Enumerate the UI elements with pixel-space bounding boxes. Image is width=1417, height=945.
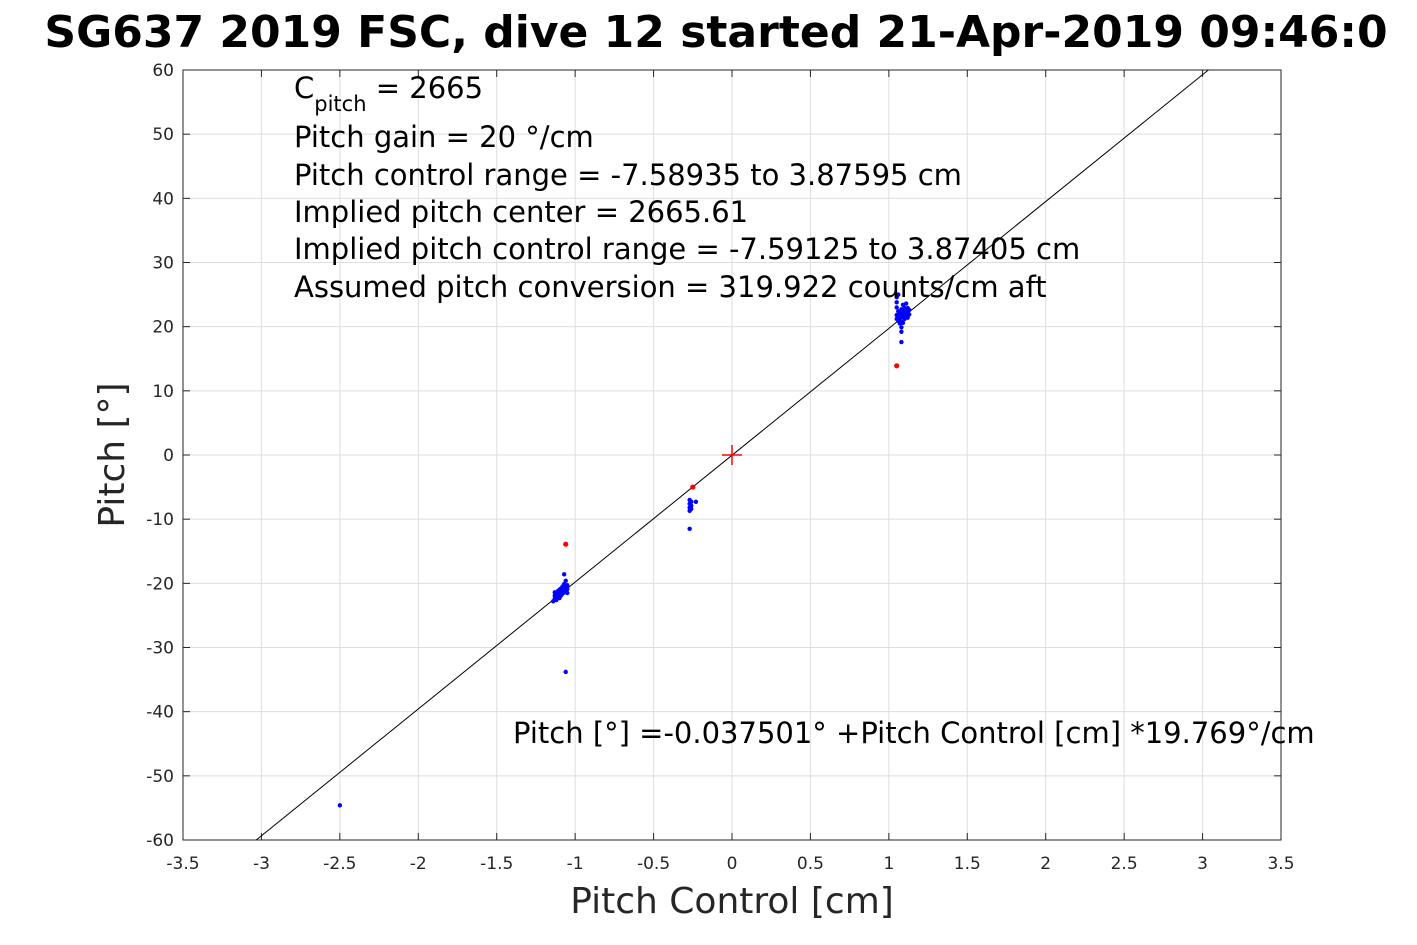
data-point-blue bbox=[907, 312, 912, 317]
y-tick-label: -10 bbox=[146, 510, 174, 530]
x-tick-label: -2 bbox=[410, 854, 427, 874]
data-point-blue bbox=[900, 320, 906, 326]
x-tick-label: 1 bbox=[883, 854, 894, 874]
y-tick-label: 20 bbox=[152, 318, 174, 338]
x-tick-label: 0.5 bbox=[797, 854, 824, 874]
data-point-blue bbox=[689, 499, 694, 505]
data-point-red bbox=[563, 541, 569, 547]
data-point-blue bbox=[689, 503, 694, 508]
data-points bbox=[337, 292, 912, 808]
y-axis-label: Pitch [°] bbox=[92, 382, 133, 527]
x-tick-label: 1.5 bbox=[954, 854, 981, 874]
x-tick-label: -0.5 bbox=[637, 854, 670, 874]
y-tick-label: -50 bbox=[146, 767, 174, 787]
cpitch-value: = 2665 bbox=[367, 71, 484, 105]
data-point-blue bbox=[565, 590, 570, 596]
data-point-blue bbox=[563, 578, 568, 583]
cpitch-base: C bbox=[294, 71, 314, 105]
x-tick-label: -2.5 bbox=[323, 854, 356, 874]
data-point-blue bbox=[337, 803, 343, 808]
implied-pitch-center-annotation: Implied pitch center = 2665.61 bbox=[294, 195, 748, 229]
data-point-blue bbox=[894, 300, 899, 305]
cpitch-annotation: Cpitch = 2665 bbox=[294, 71, 483, 116]
implied-pitch-control-range-annotation: Implied pitch control range = -7.59125 t… bbox=[294, 232, 1080, 266]
y-tick-label: 10 bbox=[152, 382, 174, 402]
data-point-blue bbox=[899, 325, 904, 330]
data-point-red bbox=[690, 484, 696, 490]
data-point-blue bbox=[896, 292, 901, 297]
data-point-blue bbox=[693, 499, 699, 505]
x-axis-label: Pitch Control [cm] bbox=[570, 881, 894, 922]
cpitch-subscript: pitch bbox=[314, 92, 366, 116]
data-point-blue bbox=[689, 506, 694, 512]
pitch-gain-annotation: Pitch gain = 20 °/cm bbox=[294, 120, 594, 154]
pitch-control-range-annotation: Pitch control range = -7.58935 to 3.8759… bbox=[294, 158, 962, 192]
x-tick-label: 2 bbox=[1040, 854, 1051, 874]
x-tick-label: 3.5 bbox=[1267, 854, 1294, 874]
data-point-blue bbox=[565, 586, 570, 592]
data-point-blue bbox=[903, 301, 909, 306]
data-point-blue bbox=[561, 572, 567, 577]
y-tick-label: -30 bbox=[146, 639, 174, 659]
y-gridlines bbox=[183, 69, 1281, 841]
x-tick-label: 0 bbox=[727, 854, 738, 874]
y-tick-label: 40 bbox=[152, 189, 174, 209]
x-tick-label: 3 bbox=[1197, 854, 1208, 874]
data-point-blue bbox=[907, 307, 912, 313]
y-tick-label: -40 bbox=[146, 703, 174, 723]
chart-title: SG637 2019 FSC, dive 12 started 21-Apr-2… bbox=[44, 7, 1387, 58]
x-tick-label: -1.5 bbox=[480, 854, 513, 874]
y-tick-label: 60 bbox=[152, 61, 174, 81]
y-tick-label: -20 bbox=[146, 574, 174, 594]
assumed-pitch-conversion-annotation: Assumed pitch conversion = 319.922 count… bbox=[294, 270, 1047, 304]
y-tick-label: 0 bbox=[163, 446, 174, 466]
y-axis-ticks: -60 -50 -40 -30 -20 -10 0 10 20 30 40 50 60 bbox=[146, 61, 1281, 851]
fit-equation-annotation: Pitch [°] =-0.037501° +Pitch Control [cm… bbox=[513, 716, 1315, 750]
y-tick-label: -60 bbox=[146, 831, 174, 851]
x-tick-label: -3 bbox=[253, 854, 270, 874]
data-point-blue bbox=[899, 339, 904, 345]
data-point-blue bbox=[563, 669, 568, 675]
center-marker bbox=[722, 445, 742, 465]
data-point-blue bbox=[894, 305, 899, 310]
data-point-blue bbox=[899, 329, 904, 334]
x-tick-label: -1 bbox=[567, 854, 584, 874]
data-point-red bbox=[894, 363, 900, 369]
y-tick-label: 50 bbox=[152, 125, 174, 145]
data-point-blue bbox=[565, 583, 570, 588]
y-tick-label: 30 bbox=[152, 254, 174, 274]
x-tick-label: 2.5 bbox=[1111, 854, 1138, 874]
data-point-blue bbox=[687, 526, 692, 531]
x-tick-label: -3.5 bbox=[166, 854, 199, 874]
x-axis-ticks: -3.5 -3 -2.5 -2 -1.5 -1 -0.5 0 0.5 1 1.5 2 2.5 3 3.5 bbox=[166, 70, 1295, 874]
